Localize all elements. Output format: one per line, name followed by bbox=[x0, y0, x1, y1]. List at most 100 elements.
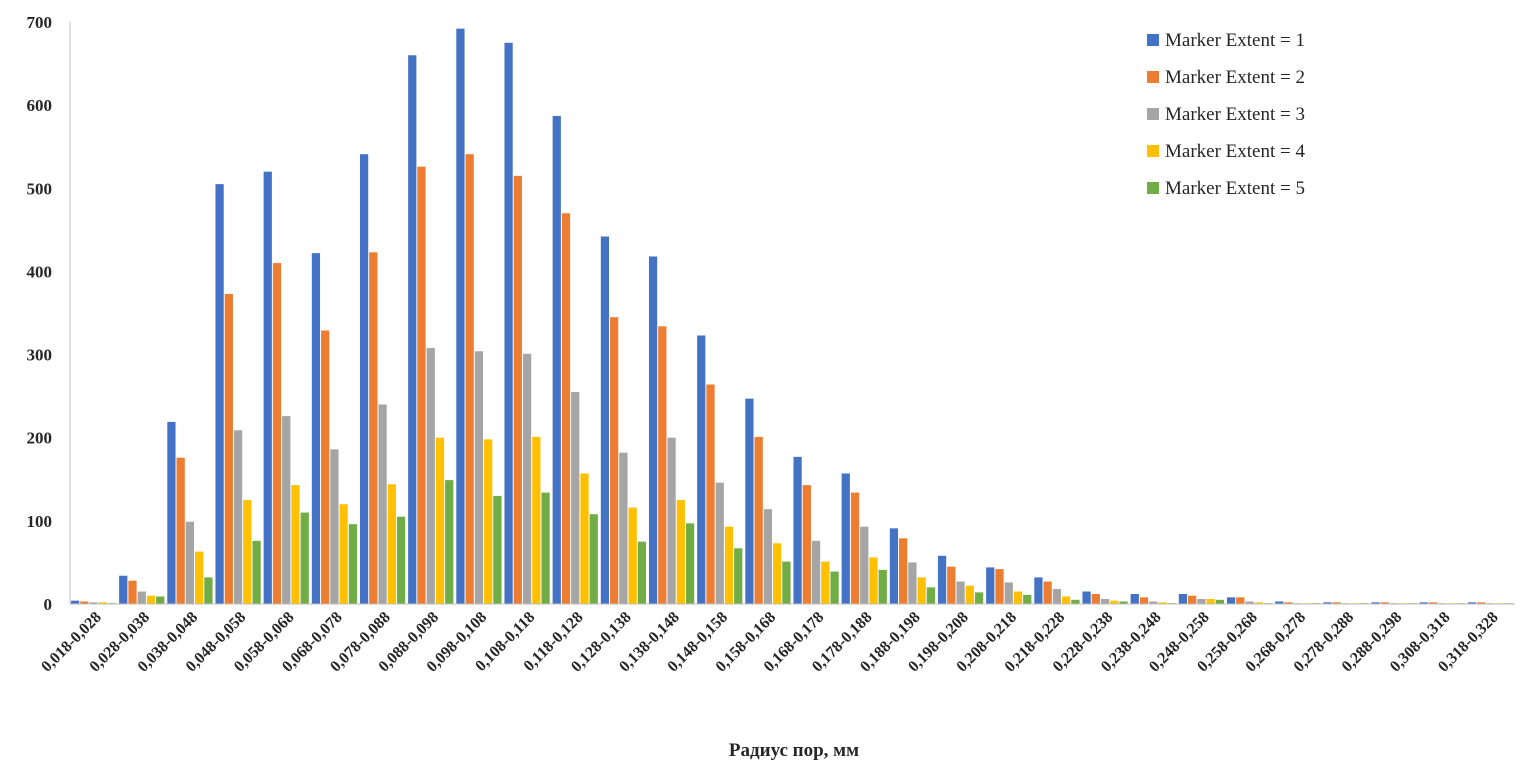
legend-label: Marker Extent = 3 bbox=[1165, 104, 1305, 125]
bar bbox=[330, 449, 339, 604]
bar bbox=[291, 485, 300, 604]
y-axis: 0 100 200 300 400 500 600 700 bbox=[27, 13, 71, 614]
legend-swatch bbox=[1147, 182, 1159, 194]
bar bbox=[1206, 599, 1215, 604]
bar bbox=[908, 562, 917, 604]
bar bbox=[89, 602, 98, 604]
bar bbox=[667, 437, 676, 604]
bar bbox=[869, 557, 878, 604]
bar bbox=[339, 504, 348, 604]
bar bbox=[300, 512, 309, 604]
bar bbox=[763, 509, 773, 604]
bar bbox=[995, 569, 1004, 604]
bar bbox=[1332, 602, 1341, 604]
legend-swatch bbox=[1147, 145, 1159, 157]
y-tick-label: 600 bbox=[27, 96, 53, 115]
bar bbox=[648, 256, 658, 604]
bar bbox=[359, 154, 369, 604]
bar bbox=[1004, 582, 1013, 604]
bar bbox=[1245, 601, 1254, 604]
bar bbox=[947, 566, 956, 604]
bar bbox=[1023, 594, 1032, 604]
bar bbox=[204, 577, 213, 604]
bar bbox=[1082, 591, 1091, 604]
y-tick-label: 300 bbox=[27, 346, 53, 365]
bar bbox=[1236, 597, 1245, 604]
bar bbox=[1467, 602, 1477, 604]
bar bbox=[937, 555, 947, 604]
bar bbox=[119, 575, 128, 604]
bar bbox=[1380, 602, 1389, 604]
bar bbox=[426, 347, 435, 604]
bar bbox=[1188, 595, 1197, 604]
bar bbox=[541, 492, 550, 604]
bar bbox=[252, 540, 261, 604]
bar bbox=[676, 500, 685, 604]
bar bbox=[841, 473, 850, 604]
bar bbox=[637, 541, 647, 604]
bar bbox=[685, 523, 695, 604]
bar bbox=[1062, 596, 1071, 604]
bar bbox=[1013, 591, 1023, 604]
bar bbox=[445, 480, 454, 604]
bar bbox=[986, 567, 995, 604]
bar bbox=[974, 592, 984, 604]
bar bbox=[233, 430, 243, 604]
bar bbox=[619, 452, 628, 604]
legend-label: Marker Extent = 1 bbox=[1165, 30, 1305, 51]
bar bbox=[1323, 602, 1332, 604]
bar bbox=[474, 351, 484, 604]
bar bbox=[1178, 594, 1188, 604]
bar bbox=[1371, 602, 1380, 604]
bar bbox=[176, 457, 185, 604]
bar bbox=[628, 507, 637, 604]
bar bbox=[697, 335, 706, 604]
bar bbox=[128, 580, 137, 604]
bar bbox=[889, 528, 899, 604]
bar bbox=[243, 500, 252, 604]
bar bbox=[561, 213, 571, 605]
bar bbox=[1419, 602, 1428, 604]
bar bbox=[1254, 602, 1263, 604]
bar bbox=[408, 55, 417, 604]
bar bbox=[830, 571, 839, 604]
bar bbox=[224, 293, 233, 604]
bar bbox=[513, 175, 522, 604]
bar bbox=[215, 184, 224, 604]
bar bbox=[899, 538, 908, 604]
bar bbox=[1158, 602, 1167, 604]
bar bbox=[1091, 594, 1100, 604]
bar bbox=[706, 384, 715, 604]
bar bbox=[1034, 577, 1043, 604]
bar bbox=[311, 253, 321, 604]
bars bbox=[70, 28, 1514, 605]
bar bbox=[167, 421, 176, 604]
x-axis-title: Радиус пор, мм bbox=[729, 740, 859, 761]
bar bbox=[793, 456, 802, 604]
bar bbox=[610, 317, 619, 604]
bar bbox=[98, 602, 107, 604]
y-tick-label: 400 bbox=[27, 262, 53, 281]
legend-label: Marker Extent = 2 bbox=[1165, 67, 1305, 88]
y-tick-label: 700 bbox=[27, 13, 53, 32]
bar bbox=[195, 551, 204, 604]
bar bbox=[263, 171, 272, 604]
x-axis: 0,018-0,0280,028-0,0380,038-0,0480,048-0… bbox=[38, 603, 1515, 676]
bar bbox=[435, 437, 445, 604]
bar bbox=[80, 601, 89, 604]
bar bbox=[1226, 597, 1236, 604]
bar bbox=[1043, 581, 1052, 604]
bar bbox=[504, 42, 513, 605]
y-tick-label: 0 bbox=[44, 595, 53, 614]
bar bbox=[878, 569, 887, 604]
bar bbox=[1119, 601, 1128, 604]
bar bbox=[1477, 602, 1486, 604]
bar bbox=[926, 587, 936, 604]
bar bbox=[754, 436, 763, 604]
bar bbox=[387, 484, 396, 604]
bar bbox=[1052, 589, 1062, 604]
bar bbox=[396, 516, 406, 604]
bar bbox=[658, 326, 667, 604]
